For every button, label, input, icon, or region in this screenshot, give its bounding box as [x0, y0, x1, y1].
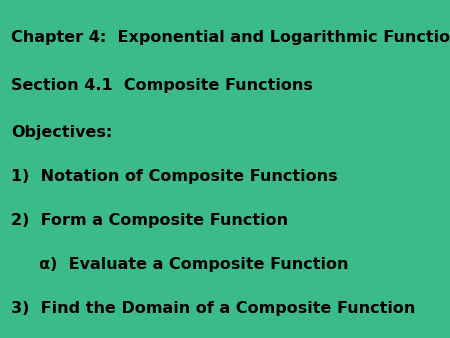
Text: Section 4.1  Composite Functions: Section 4.1 Composite Functions — [11, 78, 313, 93]
Text: 3)  Find the Domain of a Composite Function: 3) Find the Domain of a Composite Functi… — [11, 301, 416, 316]
Text: α)  Evaluate a Composite Function: α) Evaluate a Composite Function — [11, 257, 349, 272]
Text: 2)  Form a Composite Function: 2) Form a Composite Function — [11, 213, 288, 228]
Text: 1)  Notation of Composite Functions: 1) Notation of Composite Functions — [11, 169, 338, 184]
Text: Chapter 4:  Exponential and Logarithmic Functions: Chapter 4: Exponential and Logarithmic F… — [11, 30, 450, 45]
Text: Objectives:: Objectives: — [11, 125, 112, 140]
